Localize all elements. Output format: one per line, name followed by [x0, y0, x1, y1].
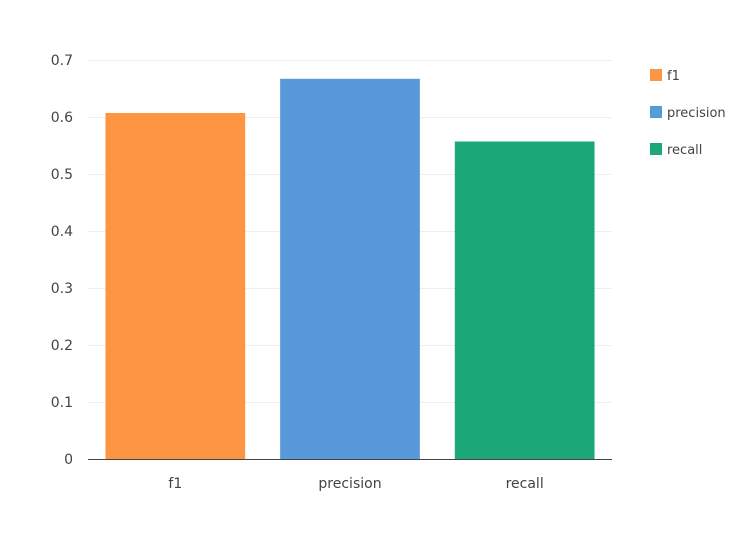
y-tick-label: 0.2 [51, 338, 73, 354]
y-axis-ticks: 0 0.1 0.2 0.3 0.4 0.5 0.6 0.7 [51, 53, 73, 468]
bar-f1[interactable] [105, 113, 246, 459]
bar-precision[interactable] [280, 78, 420, 459]
legend[interactable]: f1 precision recall [650, 69, 726, 158]
legend-swatch [650, 69, 662, 81]
legend-item-recall[interactable]: recall [650, 143, 702, 158]
y-tick-label: 0.1 [51, 395, 73, 411]
y-tick-label: 0 [64, 452, 73, 468]
legend-swatch [650, 143, 662, 155]
y-tick-label: 0.7 [51, 53, 73, 69]
legend-label: f1 [667, 69, 680, 84]
x-tick-label: precision [318, 476, 381, 492]
y-tick-label: 0.5 [51, 167, 73, 183]
legend-label: precision [667, 106, 726, 121]
y-tick-label: 0.3 [51, 281, 73, 297]
legend-item-precision[interactable]: precision [650, 106, 726, 121]
x-axis-ticks: f1 precision recall [168, 476, 543, 492]
x-tick-label: recall [506, 476, 544, 492]
legend-swatch [650, 106, 662, 118]
legend-item-f1[interactable]: f1 [650, 69, 680, 84]
legend-label: recall [667, 143, 702, 158]
bar-recall[interactable] [454, 141, 595, 459]
x-tick-label: f1 [168, 476, 182, 492]
y-tick-label: 0.4 [51, 224, 73, 240]
y-tick-label: 0.6 [51, 110, 73, 126]
bars [105, 78, 595, 459]
